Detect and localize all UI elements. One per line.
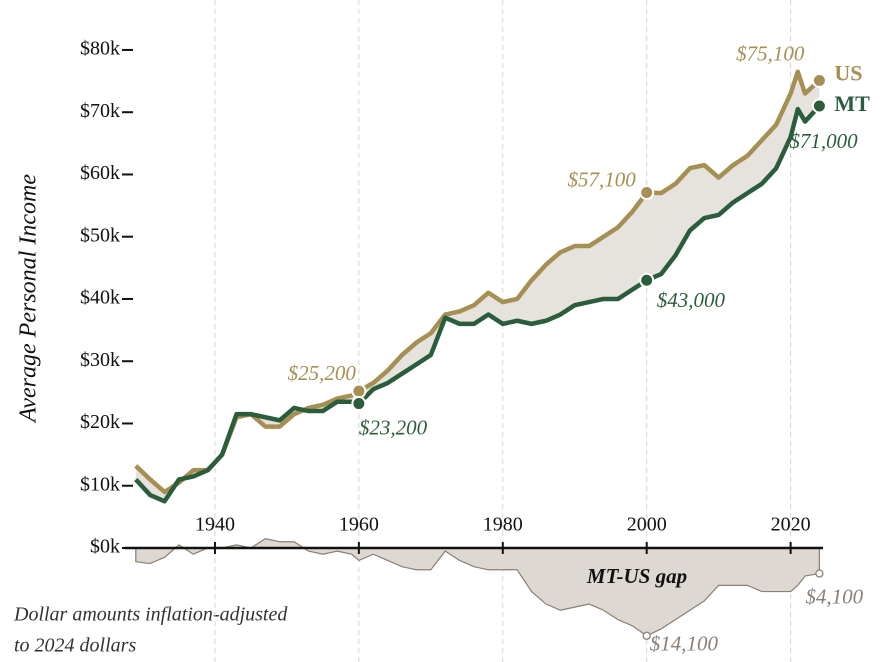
value-label: $71,000	[789, 129, 858, 153]
y-tick-label: $30k	[80, 349, 120, 371]
note: Dollar amounts inflation-adjusted	[13, 604, 288, 626]
label-point	[351, 383, 367, 399]
x-tick-label: 1940	[195, 514, 235, 536]
y-tick-label: $50k	[80, 224, 120, 246]
gap-band	[135, 71, 820, 502]
value-label: $4,100	[805, 584, 863, 608]
x-tick-label: 1960	[339, 514, 379, 536]
y-tick-label: $80k	[80, 38, 120, 60]
y-tick-label: $10k	[80, 473, 120, 495]
gap-point	[815, 569, 824, 578]
label-point	[351, 396, 367, 412]
y-tick-label: $0k	[90, 536, 120, 558]
label-point	[639, 272, 655, 288]
value-label: $57,100	[567, 167, 636, 191]
series-name: US	[834, 61, 862, 86]
gap-point	[642, 631, 651, 640]
y-tick-label: $40k	[80, 287, 120, 309]
note: to 2024 dollars	[14, 635, 136, 657]
value-label: $25,200	[288, 361, 357, 385]
series-line	[134, 69, 821, 495]
x-tick-label: 1980	[483, 514, 523, 536]
y-tick-label: $70k	[80, 100, 120, 122]
series-line	[134, 104, 822, 504]
value-label: $43,000	[657, 288, 726, 312]
value-label: $23,200	[359, 415, 428, 439]
x-tick-label: 2020	[771, 514, 811, 536]
label-point	[811, 72, 827, 88]
y-tick-label: $60k	[80, 162, 120, 184]
value-label: $75,100	[736, 41, 805, 65]
series-name: MT-US gap	[586, 564, 687, 588]
label-point	[811, 98, 827, 114]
value-label: $14,100	[650, 632, 719, 656]
y-axis-label: Average Personal Income	[16, 174, 42, 424]
series-name: MT	[834, 91, 870, 116]
x-tick-label: 2000	[627, 514, 667, 536]
y-tick-label: $20k	[80, 411, 120, 433]
label-point	[639, 185, 655, 201]
